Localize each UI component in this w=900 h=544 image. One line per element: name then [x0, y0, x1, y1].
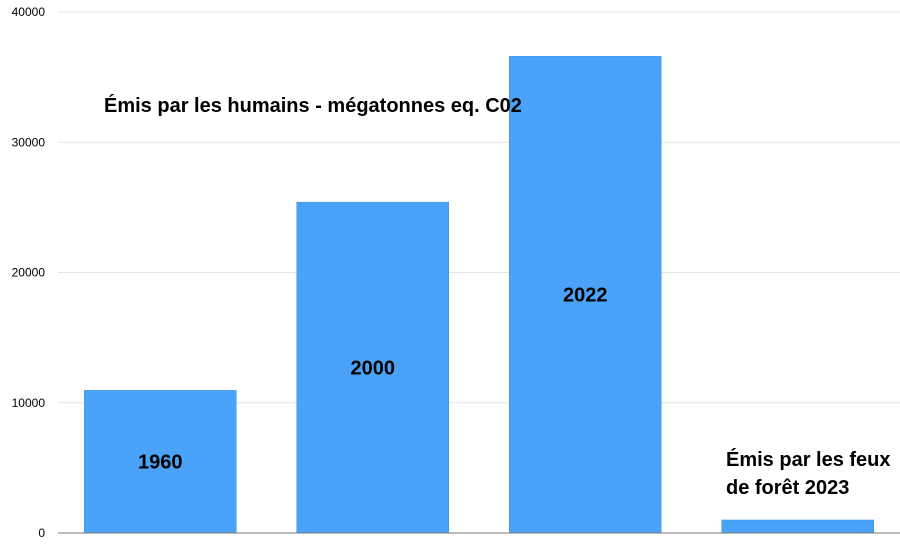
y-axis-ticks: 0 10000 20000 30000 40000 — [12, 5, 46, 540]
bar-label-1960: 1960 — [138, 452, 183, 474]
bar-labels: 1960 2000 2022 — [138, 285, 608, 474]
y-tick-label-3: 30000 — [12, 135, 46, 149]
annotation-forest-fires-line-2: de forêt 2023 — [726, 477, 850, 499]
bar-label-2000: 2000 — [351, 358, 396, 380]
y-tick-label-2: 20000 — [12, 266, 46, 280]
bar-label-2022: 2022 — [563, 285, 608, 307]
y-tick-label-4: 40000 — [12, 5, 46, 19]
bar-2000 — [296, 201, 449, 534]
gridlines — [58, 11, 900, 404]
annotation-humans: Émis par les humains - mégatonnes eq. C0… — [104, 95, 522, 117]
y-tick-label-0: 0 — [38, 526, 45, 540]
annotation-forest-fires: Émis par les feux de forêt 2023 — [726, 446, 891, 502]
bars — [84, 56, 874, 534]
annotation-forest-fires-line-1: Émis par les feux — [726, 449, 891, 471]
y-tick-label-1: 10000 — [12, 396, 46, 410]
bar-1960 — [84, 390, 237, 534]
bar-2022 — [509, 56, 662, 534]
bar-forest-fires-2023 — [721, 519, 874, 534]
